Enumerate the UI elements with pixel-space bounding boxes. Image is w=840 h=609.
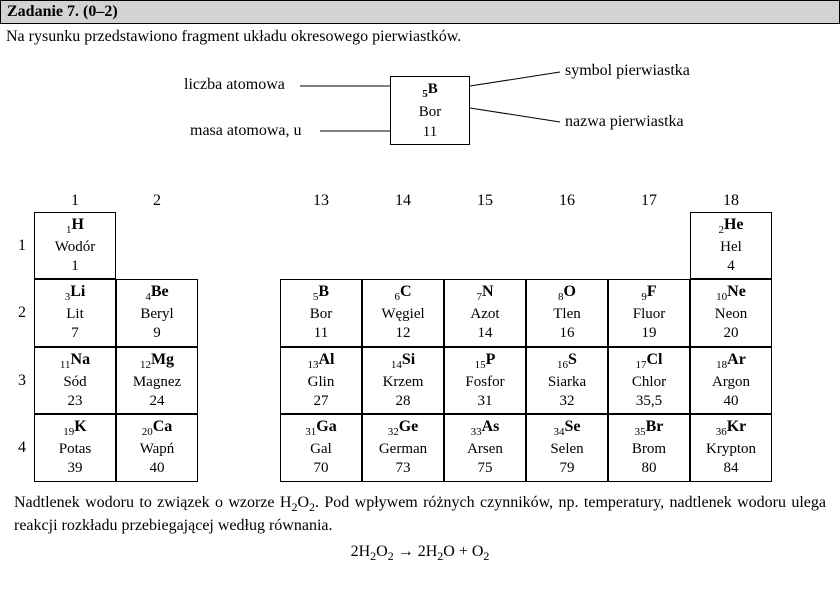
label-name: nazwa pierwiastka <box>565 113 684 131</box>
legend-name: Bor <box>391 102 469 122</box>
period-label-1: 1 <box>10 212 34 279</box>
period-label-2: 2 <box>10 279 34 346</box>
label-atomic-mass: masa atomowa, u <box>190 122 302 140</box>
cell-P: 15PFosfor31 <box>444 347 526 414</box>
cell-C: 6CWęgiel12 <box>362 279 444 346</box>
periodic-table: 1 2 13 14 15 16 17 18 1 1H Wodór 1 2He H… <box>10 190 772 482</box>
cell-As: 33AsArsen75 <box>444 414 526 481</box>
group-15: 15 <box>444 190 526 212</box>
cell-Cl: 17ClChlor35,5 <box>608 347 690 414</box>
cell-Ge: 32GeGerman73 <box>362 414 444 481</box>
task-header: Zadanie 7. (0–2) <box>0 0 840 24</box>
cell-S: 16SSiarka32 <box>526 347 608 414</box>
cell-Ne: 10NeNeon20 <box>690 279 772 346</box>
period-1: 1 1H Wodór 1 2He Hel 4 <box>10 212 772 279</box>
legend-diagram: liczba atomowa masa atomowa, u symbol pi… <box>0 66 840 186</box>
cell-N: 7NAzot14 <box>444 279 526 346</box>
period-label-3: 3 <box>10 347 34 414</box>
group-17: 17 <box>608 190 690 212</box>
group-header-row: 1 2 13 14 15 16 17 18 <box>10 190 772 212</box>
cell-He: 2He Hel 4 <box>690 212 772 279</box>
cell-Al: 13AlGlin27 <box>280 347 362 414</box>
cell-B: 5BBor11 <box>280 279 362 346</box>
group-16: 16 <box>526 190 608 212</box>
reaction-equation: 2H2O2 → 2H2O + O2 <box>0 543 840 564</box>
cell-O: 8OTlen16 <box>526 279 608 346</box>
cell-K: 19KPotas39 <box>34 414 116 481</box>
cell-Ar: 18ArArgon40 <box>690 347 772 414</box>
intro-text: Na rysunku przedstawiono fragment układu… <box>0 24 840 46</box>
cell-F: 9FFluor19 <box>608 279 690 346</box>
cell-Si: 14SiKrzem28 <box>362 347 444 414</box>
group-18: 18 <box>690 190 772 212</box>
legend-example-cell: 5B Bor 11 <box>390 76 470 145</box>
cell-Br: 35BrBrom80 <box>608 414 690 481</box>
cell-Na: 11NaSód23 <box>34 347 116 414</box>
group-1: 1 <box>34 190 116 212</box>
period-4: 4 19KPotas39 20CaWapń40 31GaGal70 32GeGe… <box>10 414 772 481</box>
cell-Ga: 31GaGal70 <box>280 414 362 481</box>
legend-mass: 11 <box>391 122 469 142</box>
cell-Li: 3LiLit7 <box>34 279 116 346</box>
bottom-paragraph: Nadtlenek wodoru to związek o wzorze H2O… <box>0 482 840 537</box>
legend-sym: B <box>428 81 438 97</box>
group-2: 2 <box>116 190 198 212</box>
cell-Se: 34SeSelen79 <box>526 414 608 481</box>
task-title: Zadanie 7. (0–2) <box>7 3 118 20</box>
cell-Mg: 12MgMagnez24 <box>116 347 198 414</box>
group-13: 13 <box>280 190 362 212</box>
period-2: 2 3LiLit7 4BeBeryl9 5BBor11 6CWęgiel12 7… <box>10 279 772 346</box>
period-label-4: 4 <box>10 414 34 481</box>
label-atomic-number: liczba atomowa <box>184 76 285 94</box>
cell-Ca: 20CaWapń40 <box>116 414 198 481</box>
cell-Kr: 36KrKrypton84 <box>690 414 772 481</box>
label-symbol: symbol pierwiastka <box>565 62 690 80</box>
cell-H: 1H Wodór 1 <box>34 212 116 279</box>
cell-Be: 4BeBeryl9 <box>116 279 198 346</box>
group-14: 14 <box>362 190 444 212</box>
period-3: 3 11NaSód23 12MgMagnez24 13AlGlin27 14Si… <box>10 347 772 414</box>
